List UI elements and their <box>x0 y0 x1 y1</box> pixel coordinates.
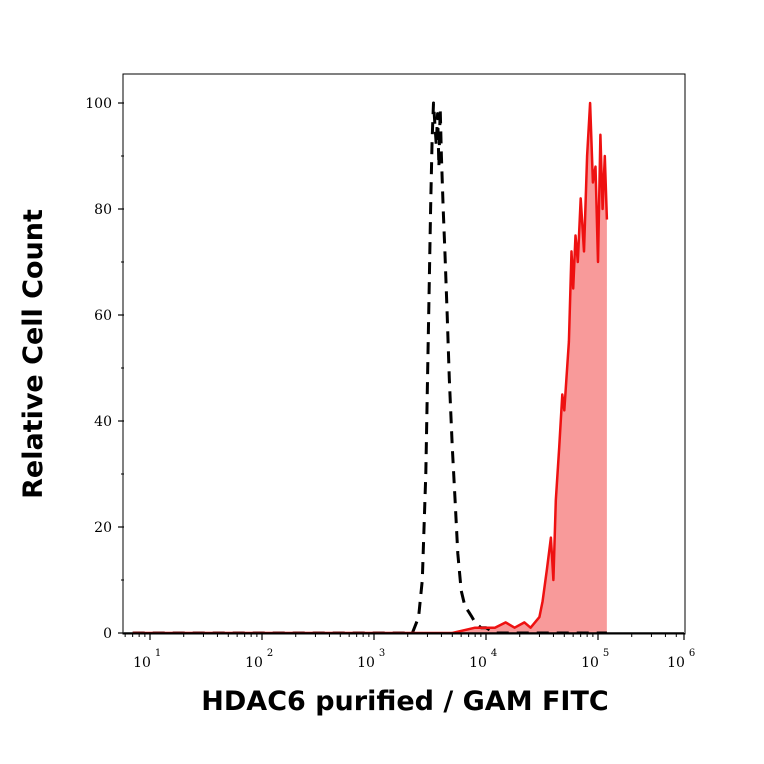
y-tick-label: 40 <box>94 414 112 430</box>
y-axis-title: Relative Cell Count <box>18 209 49 499</box>
plot-frame <box>122 73 686 635</box>
x-tick-label: 10 <box>469 655 487 671</box>
y-tick-label: 60 <box>94 308 112 324</box>
series-fill-1 <box>132 103 607 633</box>
series-layer <box>132 101 609 635</box>
x-tick-label: 10 <box>245 655 263 671</box>
y-tick-label: 0 <box>103 626 112 642</box>
x-tick-label: 10 <box>667 655 685 671</box>
x-axis-title: HDAC6 purified / GAM FITC <box>201 686 608 717</box>
y-axis-ticks: 0 20 40 60 80 100 <box>85 96 124 642</box>
y-tick-label: 80 <box>94 202 112 218</box>
x-tick-exponent: 6 <box>689 648 695 659</box>
x-tick-label: 10 <box>133 655 151 671</box>
x-tick-exponent: 4 <box>491 648 497 659</box>
series-line-0 <box>132 101 607 635</box>
x-tick-exponent: 5 <box>603 648 609 659</box>
x-axis-ticks: 10 1 10 2 10 3 10 4 10 5 10 6 <box>124 632 695 671</box>
x-tick-exponent: 2 <box>267 648 273 659</box>
x-tick-label: 10 <box>357 655 375 671</box>
x-tick-exponent: 1 <box>155 648 161 659</box>
x-tick-exponent: 3 <box>379 648 385 659</box>
y-tick-label: 20 <box>94 520 112 536</box>
x-tick-label: 10 <box>581 655 599 671</box>
series-line-1 <box>132 101 609 635</box>
y-tick-label: 100 <box>85 96 112 112</box>
